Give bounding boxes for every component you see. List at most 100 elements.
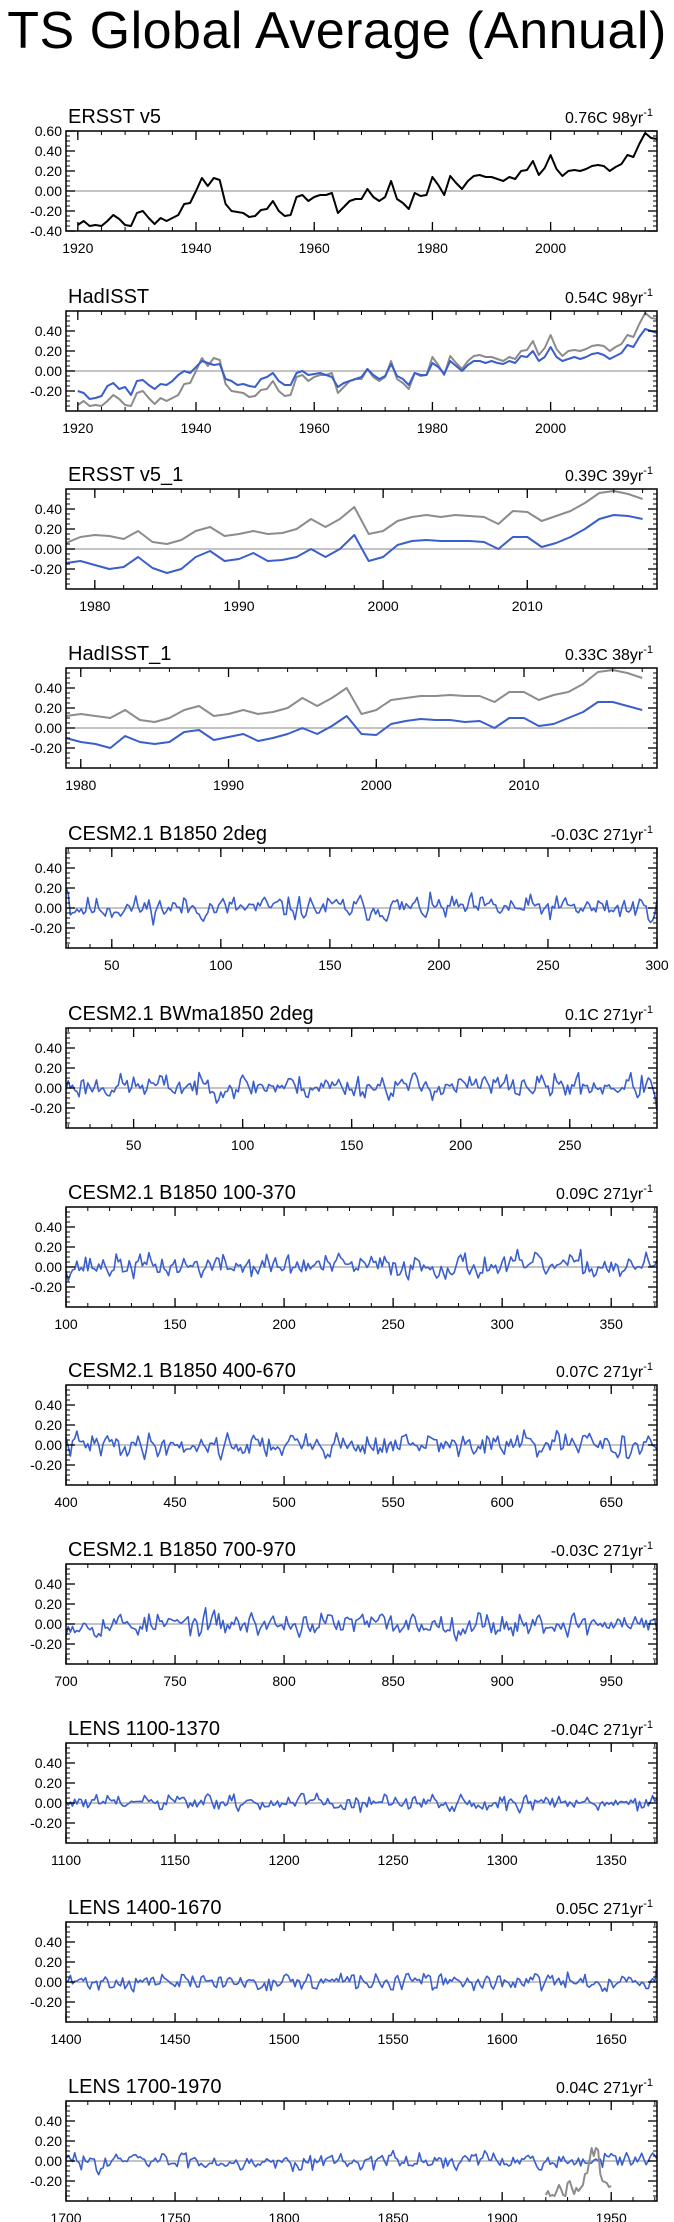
panel-stats: 0.05C 271yr-1 (556, 1898, 653, 1918)
panel-stats: 0.1C 271yr-1 (565, 1004, 653, 1024)
x-tick-label: 1940 (180, 240, 211, 256)
x-tick-label: 250 (381, 1316, 405, 1332)
panel-stats: 0.07C 271yr-1 (556, 1361, 653, 1381)
y-tick-label: -0.20 (30, 1279, 62, 1295)
x-tick-label: 1980 (417, 420, 448, 436)
x-tick-label: 950 (600, 1673, 624, 1689)
y-tick-label: -0.20 (30, 383, 62, 399)
panel-title: CESM2.1 BWma1850 2deg (68, 1003, 314, 1025)
x-tick-label: 1500 (269, 2031, 300, 2047)
y-tick-label: 0.00 (35, 900, 62, 916)
x-tick-label: 350 (600, 1316, 624, 1332)
panel-title: LENS 1700-1970 (68, 2076, 221, 2098)
panel-12: LENS 1700-1970 0.04C 271yr-1 -0.20 0.00 0.20… (30, 2076, 658, 2222)
panel-title: LENS 1100-1370 (68, 1718, 220, 1740)
y-tick-label: 0.20 (35, 343, 62, 359)
y-tick-label: 0.40 (35, 1576, 62, 1592)
x-tick-label: 1300 (487, 1852, 518, 1868)
x-tick-label: 100 (231, 1137, 255, 1153)
x-tick-label: 1350 (596, 1852, 627, 1868)
x-tick-label: 150 (318, 957, 342, 973)
panel-9: CESM2.1 B1850 700-970 -0.03C 271yr-1 -0.20… (30, 1539, 658, 1689)
x-tick-label: 1250 (378, 1852, 409, 1868)
x-tick-label: 2000 (535, 420, 566, 436)
x-tick-label: 150 (340, 1137, 364, 1153)
x-tick-label: 1920 (62, 240, 93, 256)
panel-stats: 0.33C 38yr-1 (565, 644, 653, 664)
panel-4: HadISST_1 0.33C 38yr-1 -0.20 0.00 0.20 0.40 19… (30, 643, 658, 793)
x-tick-label: 650 (600, 1494, 624, 1510)
y-tick-label: 0.00 (35, 1080, 62, 1096)
y-tick-label: 0.40 (35, 1934, 62, 1950)
x-tick-label: 1960 (299, 240, 330, 256)
x-tick-label: 400 (54, 1494, 78, 1510)
y-tick-label: 0.00 (35, 541, 62, 557)
y-tick-label: -0.20 (30, 920, 62, 936)
series-line (77, 132, 658, 227)
panel-11: LENS 1400-1670 0.05C 271yr-1 -0.20 0.00 0.20… (30, 1897, 658, 2047)
y-tick-label: 0.40 (35, 2113, 62, 2129)
y-tick-label: -0.20 (30, 1636, 62, 1652)
series-line (77, 312, 658, 407)
y-tick-label: 0.20 (35, 1596, 62, 1612)
series-line (65, 1429, 658, 1461)
y-tick-label: 0.20 (35, 1239, 62, 1255)
y-tick-label: -0.20 (30, 2173, 62, 2189)
y-tick-label: 0.20 (35, 163, 62, 179)
x-tick-label: 2000 (535, 240, 566, 256)
y-tick-label: 0.20 (35, 1417, 62, 1433)
y-tick-label: 0.00 (35, 1795, 62, 1811)
panel-stats: 0.09C 271yr-1 (556, 1183, 653, 1203)
x-tick-label: 200 (427, 957, 451, 973)
panel-title: CESM2.1 B1850 2deg (68, 823, 267, 845)
y-tick-label: 0.40 (35, 501, 62, 517)
series-line (65, 1248, 658, 1282)
y-tick-label: 0.60 (35, 123, 62, 139)
x-tick-label: 1650 (596, 2031, 627, 2047)
x-tick-label: 250 (558, 1137, 582, 1153)
y-tick-label: 0.20 (35, 2133, 62, 2149)
panel-6: CESM2.1 BWma1850 2deg 0.1C 271yr-1 -0.20 0.… (30, 1003, 658, 1153)
panel-stats: -0.04C 271yr-1 (551, 1719, 653, 1739)
x-tick-label: 1100 (51, 1852, 81, 1868)
series-line (65, 1607, 658, 1642)
y-tick-label: 0.20 (35, 880, 62, 896)
panel-stats: -0.03C 271yr-1 (551, 824, 653, 844)
x-tick-label: 1400 (50, 2031, 81, 2047)
x-tick-label: 1450 (159, 2031, 190, 2047)
y-tick-label: 0.00 (35, 1437, 62, 1453)
x-tick-label: 1920 (62, 420, 93, 436)
plot-frame (65, 130, 658, 232)
x-tick-label: 1980 (417, 240, 448, 256)
x-tick-label: 1200 (269, 1852, 300, 1868)
y-tick-label: 0.40 (35, 1755, 62, 1771)
panel-1: ERSST v5 0.76C 98yr-1 -0.40 -0.20 0.00 0.20 0.… (30, 106, 658, 256)
panel-2: HadISST 0.54C 98yr-1 -0.20 0.00 0.20 0.40 1920… (30, 286, 658, 436)
y-tick-label: 0.00 (35, 720, 62, 736)
panel-stats: 0.04C 271yr-1 (556, 2077, 653, 2097)
series-line (65, 701, 643, 749)
x-tick-label: 250 (536, 957, 560, 973)
panel-8: CESM2.1 B1850 400-670 0.07C 271yr-1 -0.20 0… (30, 1360, 658, 1510)
x-tick-label: 500 (272, 1494, 296, 1510)
panel-title: LENS 1400-1670 (68, 1897, 221, 1919)
y-tick-label: 0.00 (35, 363, 62, 379)
x-tick-label: 200 (272, 1316, 296, 1332)
y-tick-label: 0.00 (35, 183, 62, 199)
y-tick-label: -0.20 (30, 1994, 62, 2010)
x-tick-label: 1950 (596, 2210, 627, 2222)
y-tick-label: 0.40 (35, 680, 62, 696)
y-tick-label: 0.40 (35, 323, 62, 339)
x-tick-label: 50 (126, 1137, 142, 1153)
panel-stats: 0.54C 98yr-1 (565, 287, 653, 307)
x-tick-label: 850 (381, 1673, 405, 1689)
x-tick-label: 1980 (79, 598, 110, 614)
x-tick-label: 2000 (361, 777, 392, 793)
x-tick-label: 2010 (508, 777, 539, 793)
y-tick-label: 0.20 (35, 1775, 62, 1791)
x-tick-label: 300 (490, 1316, 514, 1332)
plot-frame (65, 2100, 658, 2202)
panel-title: CESM2.1 B1850 400-670 (68, 1360, 296, 1382)
x-tick-label: 2000 (368, 598, 399, 614)
